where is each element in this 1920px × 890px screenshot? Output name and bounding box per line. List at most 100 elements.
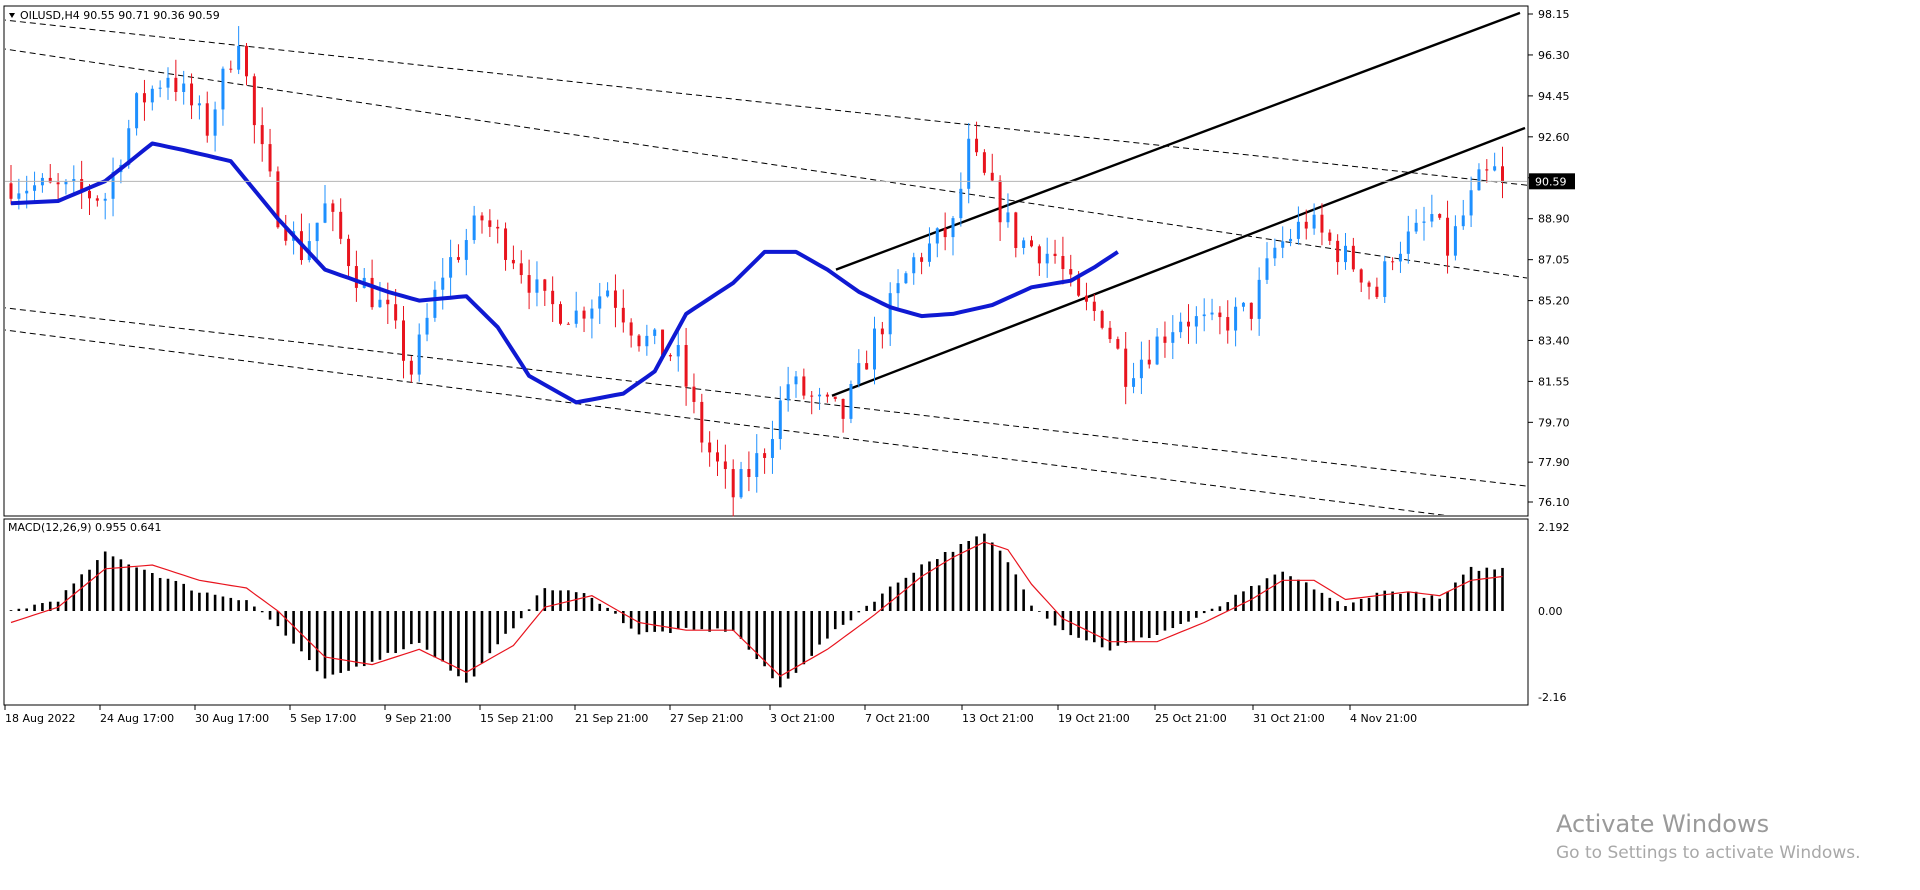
candle <box>433 281 437 322</box>
candles-layer <box>9 26 1504 517</box>
candle <box>386 282 390 324</box>
candle <box>1281 226 1285 259</box>
candle <box>1446 200 1450 274</box>
price-tick-label: 77.90 <box>1538 456 1570 469</box>
candle <box>1202 298 1206 332</box>
candle <box>700 393 704 453</box>
candle <box>747 451 751 492</box>
symbol-dropdown-icon[interactable] <box>9 13 15 18</box>
symbol-header: OILUSD,H4 90.55 90.71 90.36 90.59 <box>20 9 220 22</box>
candle <box>629 318 633 348</box>
candle <box>998 175 1002 241</box>
time-tick-label: 18 Aug 2022 <box>5 712 75 725</box>
time-tick-label: 24 Aug 17:00 <box>100 712 174 725</box>
candle <box>1006 193 1010 228</box>
candle <box>1453 215 1457 261</box>
candle <box>252 73 256 144</box>
candle <box>1194 306 1198 344</box>
candle <box>268 128 272 177</box>
time-tick-label: 19 Oct 21:00 <box>1058 712 1130 725</box>
candle <box>496 219 500 244</box>
candle <box>229 60 233 73</box>
svg-text:90.59: 90.59 <box>1535 175 1567 188</box>
candle <box>511 245 515 270</box>
price-tick-label: 81.55 <box>1538 375 1570 388</box>
dashed-trend-line-0[interactable] <box>0 19 1530 186</box>
candle <box>284 214 288 246</box>
candle <box>1406 215 1410 264</box>
activation-watermark-subtitle: Go to Settings to activate Windows. <box>1556 843 1861 863</box>
candle <box>1304 209 1308 240</box>
channel-line-4[interactable] <box>835 11 1521 271</box>
candle <box>731 459 735 517</box>
candle <box>1179 312 1183 339</box>
candle <box>967 123 971 204</box>
candle <box>354 250 358 302</box>
candle <box>716 439 719 476</box>
price-tick-label: 87.05 <box>1538 254 1570 267</box>
dashed-trend-line-3[interactable] <box>0 329 1530 526</box>
candle <box>1147 339 1151 369</box>
candle <box>786 366 790 412</box>
candle <box>818 387 822 410</box>
macd-tick-label: 2.192 <box>1538 521 1570 534</box>
candle <box>1296 206 1300 245</box>
candle <box>331 199 335 232</box>
time-tick-label: 4 Nov 21:00 <box>1350 712 1417 725</box>
candle <box>551 276 555 323</box>
candle <box>339 198 343 245</box>
candle <box>1328 229 1332 246</box>
candle <box>535 261 539 307</box>
macd-panel-frame <box>3 518 1529 706</box>
candle <box>645 324 649 356</box>
candle <box>519 250 523 284</box>
candle <box>582 306 586 333</box>
candle <box>1045 237 1049 278</box>
candle <box>182 70 186 105</box>
candle <box>1053 239 1057 264</box>
trend-lines-layer <box>0 11 1530 526</box>
candle <box>315 222 319 260</box>
price-tick-label: 79.70 <box>1538 416 1570 429</box>
candle <box>1218 306 1222 335</box>
candle <box>653 328 657 345</box>
candle <box>598 282 602 324</box>
candle <box>205 91 209 143</box>
channel-line-5[interactable] <box>831 126 1526 397</box>
candle <box>1014 211 1018 258</box>
candle <box>1124 331 1128 405</box>
time-tick-label: 21 Sep 21:00 <box>575 712 648 725</box>
candle <box>488 209 492 237</box>
candle <box>841 398 845 433</box>
candle <box>904 271 908 285</box>
candle <box>1226 300 1230 344</box>
candle <box>464 228 468 276</box>
candle <box>1030 235 1033 248</box>
candle <box>1241 301 1245 312</box>
candle <box>135 92 139 136</box>
dashed-trend-line-2[interactable] <box>0 307 1530 487</box>
candle <box>802 368 806 400</box>
candle <box>1430 194 1434 228</box>
candle <box>33 171 37 204</box>
price-tick-label: 96.30 <box>1538 49 1570 62</box>
candle <box>1132 362 1136 394</box>
candle <box>590 299 594 339</box>
candle <box>1037 244 1041 276</box>
candle <box>150 85 154 111</box>
dashed-trend-line-1[interactable] <box>0 48 1530 279</box>
candle <box>1493 152 1497 172</box>
candle <box>880 321 884 349</box>
candle <box>1139 341 1143 395</box>
candle <box>1477 163 1481 191</box>
candle <box>402 305 405 379</box>
candle <box>1257 267 1261 336</box>
candle <box>739 461 743 499</box>
candle <box>174 59 178 102</box>
candle <box>1187 304 1190 344</box>
candle <box>1312 203 1316 235</box>
candle <box>951 216 955 256</box>
candle <box>1461 199 1465 230</box>
candle <box>142 79 146 121</box>
